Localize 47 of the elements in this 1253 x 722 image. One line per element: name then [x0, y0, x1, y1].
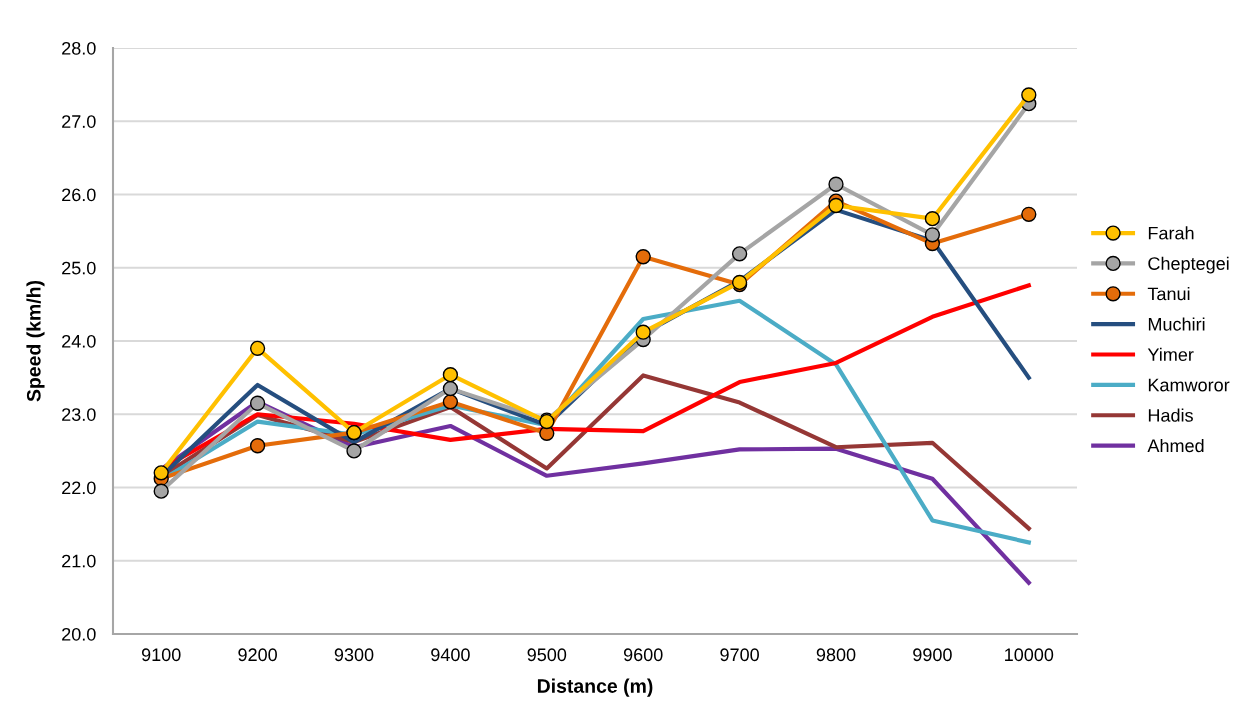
y-axis-title: Speed (km/h) [26, 280, 45, 402]
y-tick-label: 21.0 [62, 554, 96, 568]
point [249, 438, 266, 454]
x-tick-label: 9800 [816, 648, 856, 662]
y-tick-label: 20.0 [62, 627, 96, 641]
y-tick-label: 26.0 [62, 188, 96, 202]
y-tick-label: 23.0 [62, 408, 96, 421]
point [924, 211, 941, 227]
x-tick-label: 9700 [720, 648, 759, 662]
point [442, 394, 459, 410]
x-tick-label: 9900 [913, 648, 952, 662]
legend-label: Hadis [1148, 408, 1193, 422]
y-tick-label: 22.0 [62, 481, 96, 495]
legend-label: Farah [1148, 226, 1194, 240]
point [924, 227, 941, 243]
point [153, 483, 169, 499]
point [635, 324, 651, 340]
point [249, 340, 266, 356]
x-tick-label: 9400 [431, 648, 470, 662]
x-tick-label: 9600 [623, 648, 663, 662]
x-tick-label: 9200 [238, 648, 277, 662]
point [442, 367, 459, 383]
point [635, 249, 651, 265]
y-tick-label: 24.0 [62, 334, 96, 348]
point [731, 246, 748, 262]
point [346, 443, 362, 459]
point [249, 395, 266, 411]
legend-label: Ahmed [1147, 438, 1204, 453]
y-tick-label: 28.0 [62, 41, 96, 55]
x-tick-label: 9500 [527, 648, 567, 662]
legend-label: Cheptegei [1148, 256, 1229, 274]
legend-label: Yimer [1147, 347, 1194, 362]
legend-label: Muchiri [1148, 317, 1205, 331]
point [1021, 87, 1037, 103]
x-axis-title: Distance (m) [537, 678, 653, 697]
x-tick-label: 10000 [1005, 648, 1054, 662]
point [442, 380, 459, 397]
point [1021, 206, 1037, 222]
legend-label: Tanui [1147, 287, 1190, 301]
y-tick-label: 25.0 [62, 261, 96, 275]
point [828, 197, 844, 214]
legend-label: Kamworor [1148, 378, 1230, 392]
y-tick-label: 27.0 [62, 115, 96, 128]
point [828, 176, 844, 192]
point [153, 465, 169, 481]
x-tick-label: 9300 [334, 648, 374, 662]
x-tick-label: 9100 [141, 648, 181, 662]
